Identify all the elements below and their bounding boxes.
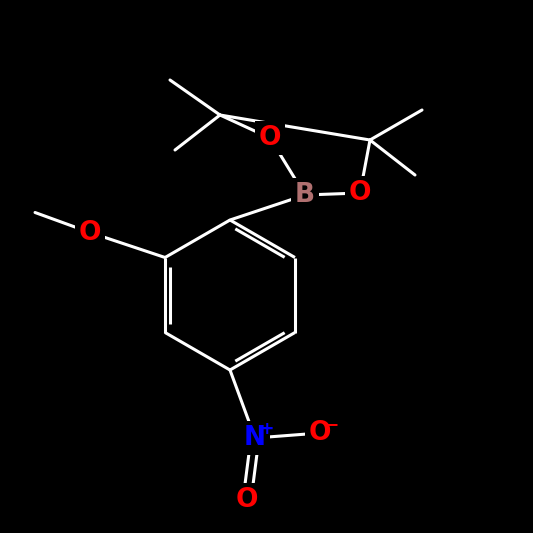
Text: O: O — [309, 420, 331, 446]
Text: O: O — [259, 125, 281, 151]
Text: −: − — [324, 415, 338, 433]
Text: O: O — [236, 487, 259, 513]
Text: +: + — [259, 420, 273, 438]
Text: O: O — [349, 180, 372, 206]
Text: N: N — [244, 425, 266, 451]
Text: B: B — [295, 182, 315, 208]
Text: O: O — [79, 220, 101, 246]
